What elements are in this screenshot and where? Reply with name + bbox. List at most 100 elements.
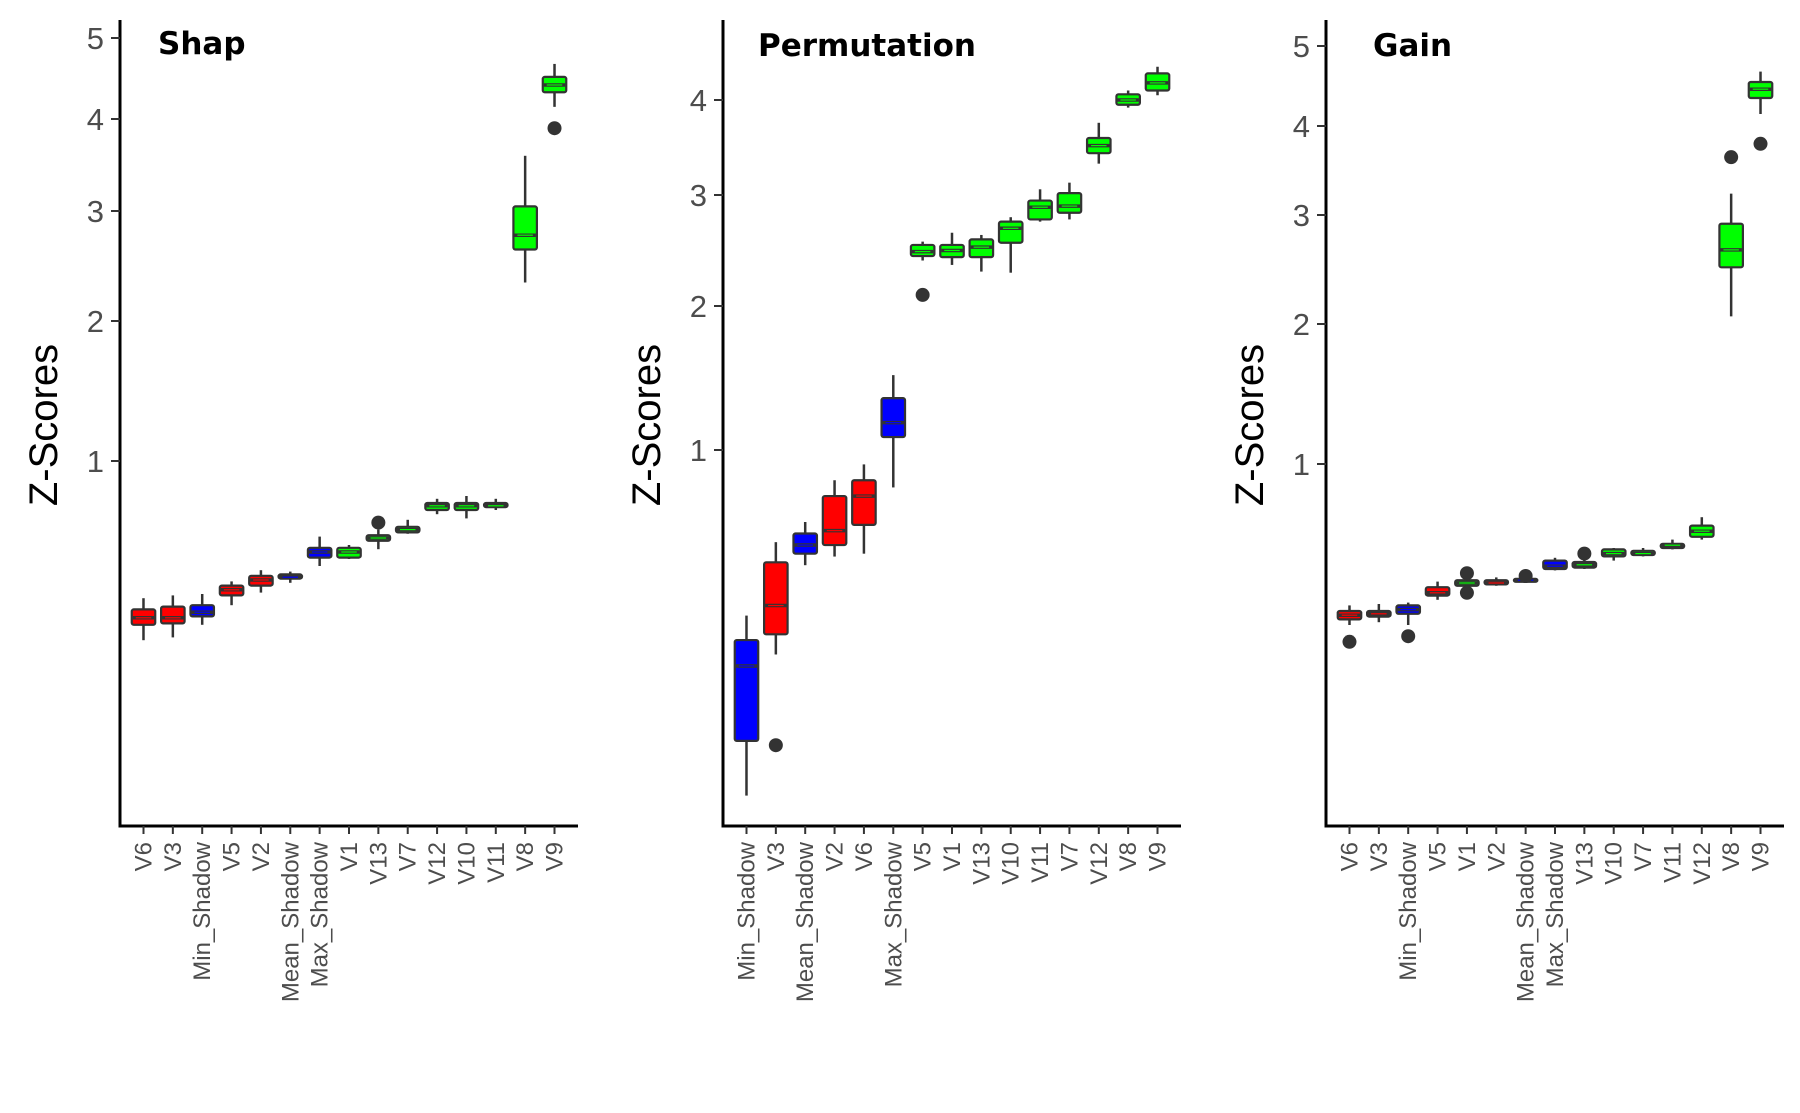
y-tick-label-gain: 3 xyxy=(1293,198,1310,233)
box-gain-V13 xyxy=(1571,546,1598,569)
panel-title-gain: Gain xyxy=(1373,28,1452,64)
box-permutation-V7 xyxy=(1056,182,1083,220)
x-tick-label-gain: V3 xyxy=(1366,842,1393,871)
y-tick-label-shap: 4 xyxy=(87,102,104,137)
x-tick-label-gain: V1 xyxy=(1454,842,1481,871)
x-tick-label-gain: V12 xyxy=(1689,842,1716,885)
x-tick-label-gain: V9 xyxy=(1748,842,1775,871)
box-gain-V12 xyxy=(1688,517,1715,540)
box-body xyxy=(1056,192,1083,214)
y-tick-label-gain: 1 xyxy=(1293,447,1310,482)
x-tick-label-shap: V7 xyxy=(395,842,422,871)
box-gain-V10 xyxy=(1600,548,1627,561)
y-tick-label-gain: 5 xyxy=(1293,29,1310,64)
x-tick-label-permutation: Mean_Shadow xyxy=(792,841,819,1002)
box-shap-Mean_Shadow xyxy=(277,571,304,583)
box-gain-V6 xyxy=(1336,605,1363,649)
x-tick-label-gain: Min_Shadow xyxy=(1395,841,1422,980)
box-body xyxy=(160,605,186,625)
x-tick-label-gain: Mean_Shadow xyxy=(1513,841,1540,1002)
box-gain-V9 xyxy=(1747,71,1774,151)
y-tick-label-shap: 1 xyxy=(87,444,104,479)
x-tick-label-shap: V2 xyxy=(248,842,275,871)
y-tick-label-shap: 2 xyxy=(87,304,104,339)
box-body xyxy=(512,205,538,251)
x-tick-label-gain: V5 xyxy=(1425,842,1452,871)
outlier-point xyxy=(1724,150,1739,165)
x-tick-label-gain: V6 xyxy=(1336,842,1363,871)
box-permutation-V2 xyxy=(821,480,848,557)
box-permutation-V11 xyxy=(1027,189,1053,222)
x-tick-label-permutation: V2 xyxy=(822,842,849,871)
box-body xyxy=(851,479,877,526)
x-tick-label-permutation: Max_Shadow xyxy=(880,841,907,987)
box-gain-V11 xyxy=(1659,539,1686,550)
permutation-panel: Permutation Z-Scores 1 2 3 4 Min_Shadow V3 Mea… xyxy=(625,20,1181,1002)
box-permutation-Mean_Shadow xyxy=(792,522,819,566)
x-tick-label-gain: V2 xyxy=(1483,842,1510,871)
x-tick-label-shap: Mean_Shadow xyxy=(277,841,304,1002)
x-tick-label-shap: V1 xyxy=(336,842,363,871)
box-permutation-V6 xyxy=(851,464,877,554)
box-gain-Min_Shadow xyxy=(1395,602,1422,644)
box-shap-V11 xyxy=(482,498,509,510)
y-tick-label-shap: 3 xyxy=(87,194,104,229)
outlier-point xyxy=(1753,136,1768,151)
box-permutation-V8 xyxy=(1115,90,1141,108)
x-tick-label-gain: V7 xyxy=(1630,842,1657,871)
box-body xyxy=(1718,222,1744,269)
x-tick-label-gain: V8 xyxy=(1718,842,1745,871)
x-tick-label-shap: V8 xyxy=(512,842,539,871)
box-permutation-V9 xyxy=(1144,66,1171,96)
box-shap-V9 xyxy=(541,63,568,136)
x-tick-label-shap: V12 xyxy=(424,842,451,885)
outlier-point xyxy=(768,738,783,753)
x-tick-label-permutation: V5 xyxy=(910,842,937,871)
box-body xyxy=(821,494,848,547)
outlier-point xyxy=(1577,546,1592,561)
x-tick-label-permutation: V6 xyxy=(851,842,878,871)
y-tick-label-gain: 4 xyxy=(1293,109,1310,144)
y-tick-label-shap: 5 xyxy=(87,21,104,56)
box-body xyxy=(997,220,1024,244)
panel-title-permutation: Permutation xyxy=(758,28,976,64)
x-tick-label-permutation: V13 xyxy=(968,842,995,885)
y-tick-label-permutation: 1 xyxy=(690,433,707,468)
box-shap-V6 xyxy=(130,598,157,641)
outlier-point xyxy=(371,515,386,530)
box-permutation-Min_Shadow xyxy=(733,615,760,796)
box-shap-V3 xyxy=(160,595,186,638)
box-gain-V2 xyxy=(1483,577,1510,586)
x-tick-label-shap: Min_Shadow xyxy=(189,841,216,980)
box-shap-V10 xyxy=(453,496,480,519)
box-shap-Max_Shadow xyxy=(306,536,333,566)
x-tick-label-gain: Max_Shadow xyxy=(1542,841,1569,987)
outlier-point xyxy=(1459,566,1474,581)
y-tick-label-permutation: 4 xyxy=(690,83,707,118)
x-tick-label-shap: V3 xyxy=(160,842,187,871)
outlier-point xyxy=(1518,569,1533,583)
box-gain-Mean_Shadow xyxy=(1512,569,1539,583)
y-tick-label-permutation: 2 xyxy=(690,289,707,324)
box-shap-V7 xyxy=(394,519,421,534)
x-tick-label-gain: V10 xyxy=(1601,842,1628,885)
box-body xyxy=(763,561,789,636)
box-permutation-V10 xyxy=(997,217,1024,273)
x-tick-label-gain: V11 xyxy=(1659,842,1686,883)
y-tick-label-permutation: 3 xyxy=(690,178,707,213)
x-tick-label-permutation: V9 xyxy=(1145,842,1172,871)
x-tick-label-permutation: Min_Shadow xyxy=(733,841,760,980)
box-shap-V2 xyxy=(248,570,274,593)
box-shap-V5 xyxy=(218,581,245,606)
outlier-point xyxy=(547,121,562,136)
shap-panel: Shap Z-Scores 1 2 3 4 5 V6 V3 Min_Shadow V5 V2 Mea… xyxy=(22,20,578,1002)
x-tick-label-permutation: V10 xyxy=(998,842,1025,885)
x-tick-label-permutation: V12 xyxy=(1086,842,1113,885)
box-shap-V13 xyxy=(365,515,392,550)
outlier-point xyxy=(1342,634,1357,649)
x-tick-label-permutation: V3 xyxy=(763,842,790,871)
box-shap-Min_Shadow xyxy=(189,594,216,625)
y-tick-label-gain: 2 xyxy=(1293,307,1310,342)
